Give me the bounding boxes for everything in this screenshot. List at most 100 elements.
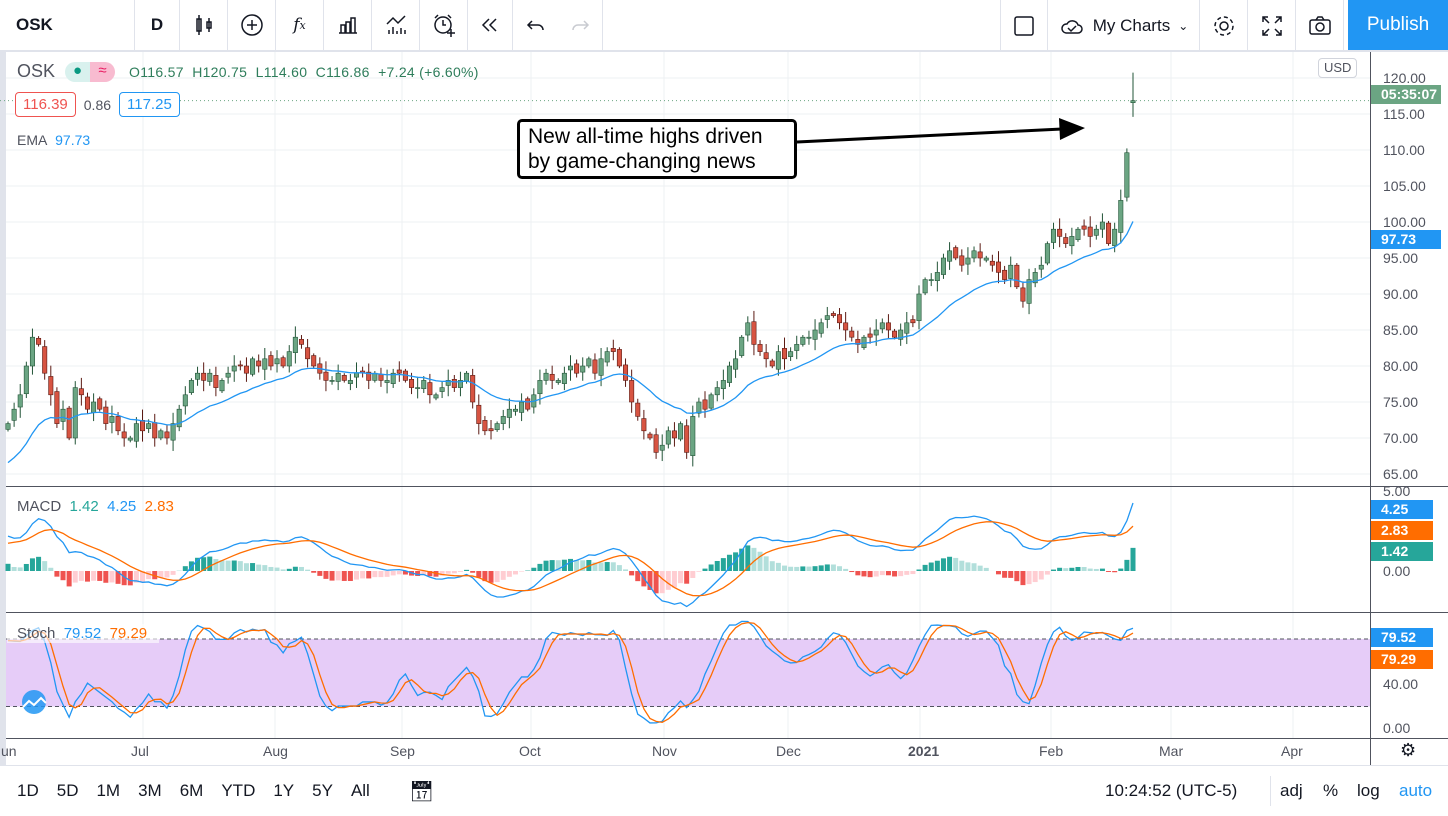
camera-snapshot-icon[interactable]: [1296, 0, 1344, 52]
range-all[interactable]: All: [350, 781, 370, 800]
macd-histogram-bar: [274, 567, 280, 571]
macd-histogram-bar: [494, 571, 500, 583]
macd-histogram-bar: [445, 571, 451, 574]
candle-body: [800, 336, 806, 345]
candle-body: [354, 372, 360, 378]
stoch-legend[interactable]: Stoch 79.52 79.29: [7, 624, 159, 643]
templates-bars-icon[interactable]: [324, 0, 372, 51]
macd-histogram-bar: [1002, 571, 1008, 578]
macd-histogram-bar: [482, 571, 488, 582]
redo-icon[interactable]: [558, 0, 603, 51]
candle-body: [904, 322, 910, 334]
axis-settings-gear-icon[interactable]: ⚙: [1400, 740, 1417, 760]
macd-histogram-bar: [329, 571, 335, 581]
adj-toggle[interactable]: adj: [1280, 781, 1303, 800]
macd-histogram-bar: [885, 571, 891, 576]
macd-histogram-bar: [103, 571, 109, 583]
candle-body: [604, 351, 610, 363]
candle-body: [934, 272, 940, 281]
stoch-k-tag: 79.52: [1371, 628, 1433, 647]
macd-histogram-bar: [861, 571, 867, 577]
candle-body: [127, 437, 133, 441]
candles-icon[interactable]: [180, 0, 228, 51]
fullscreen-icon[interactable]: [1248, 0, 1296, 52]
candle-body: [1044, 243, 1050, 264]
range-5d[interactable]: 5D: [56, 781, 79, 800]
my-charts-button[interactable]: My Charts ⌄: [1048, 0, 1200, 52]
percent-toggle[interactable]: %: [1323, 781, 1339, 800]
candle-body: [1099, 221, 1105, 230]
candle-body: [745, 322, 751, 336]
candle-body: [146, 423, 152, 429]
macd-histogram-bar: [898, 571, 904, 577]
candle-body: [390, 372, 396, 384]
layout-square-icon[interactable]: [1000, 0, 1048, 52]
range-1y[interactable]: 1Y: [273, 781, 295, 800]
symbol-search-button[interactable]: OSK: [0, 0, 135, 51]
range-5y[interactable]: 5Y: [312, 781, 333, 800]
time-tick: Aug: [263, 743, 288, 759]
candle-body: [256, 360, 262, 367]
buy-price-button[interactable]: 117.25: [119, 92, 180, 117]
macd-histogram-bar: [867, 571, 873, 578]
macd-legend[interactable]: MACD 1.42 4.25 2.83: [17, 498, 174, 515]
range-3m[interactable]: 3M: [138, 781, 162, 800]
compare-plus-icon[interactable]: [228, 0, 276, 51]
interval-button[interactable]: D: [135, 0, 180, 51]
candle-body: [91, 401, 97, 413]
range-1m[interactable]: 1M: [96, 781, 121, 800]
macd-histogram-bar: [1020, 571, 1026, 586]
macd-histogram-bar: [5, 563, 11, 571]
candle-body: [133, 423, 139, 442]
range-6m[interactable]: 6M: [179, 781, 204, 800]
macd-histogram-bar: [384, 571, 390, 577]
candle-body: [1014, 264, 1020, 288]
undo-icon[interactable]: [513, 0, 558, 51]
candle-body: [928, 279, 934, 281]
macd-histogram-bar: [910, 571, 916, 575]
macd-histogram-bar: [1106, 571, 1112, 572]
goto-date-calendar-icon[interactable]: 📅︎: [409, 780, 435, 803]
candle-body: [311, 355, 317, 367]
candle-body: [610, 348, 616, 352]
macd-histogram-bar: [549, 560, 555, 571]
candle-body: [824, 315, 830, 320]
annotation-callout[interactable]: New all-time highs driven by game-changin…: [517, 119, 797, 179]
candle-body: [983, 257, 989, 261]
auto-scale-toggle[interactable]: auto: [1399, 781, 1433, 800]
replay-rewind-icon[interactable]: [468, 0, 513, 51]
my-charts-label: My Charts: [1092, 16, 1171, 35]
alarm-clock-plus-icon[interactable]: [420, 0, 468, 51]
ema-legend[interactable]: EMA 97.73: [17, 132, 90, 148]
macd-histogram-bar: [824, 564, 830, 571]
time-tick: Oct: [519, 743, 541, 759]
macd-histogram-bar: [781, 565, 787, 571]
settings-gear-icon[interactable]: [1200, 0, 1248, 52]
candle-body: [182, 394, 188, 407]
macd-signal-value: 2.83: [144, 498, 174, 515]
candle-body: [580, 365, 586, 373]
timezone-clock[interactable]: 10:24:52 (UTC-5): [1105, 781, 1238, 800]
macd-histogram-bar: [892, 571, 898, 577]
range-1d[interactable]: 1D: [17, 781, 39, 800]
range-ytd[interactable]: YTD: [221, 781, 256, 800]
indicator-chart-icon[interactable]: [372, 0, 420, 51]
tradingview-logo-icon[interactable]: [17, 690, 51, 714]
candle-body: [665, 430, 671, 445]
ema-label: EMA: [17, 132, 48, 148]
macd-line-value: 4.25: [107, 498, 137, 515]
price-tick: 95.00: [1383, 250, 1419, 266]
candle-body: [109, 416, 115, 423]
candle-body: [250, 358, 256, 375]
market-status-badge[interactable]: ● ≈: [65, 61, 116, 82]
currency-button[interactable]: USD: [1318, 58, 1358, 78]
publish-button[interactable]: Publish: [1348, 0, 1448, 50]
macd-histogram-bar: [879, 571, 885, 576]
sell-price-button[interactable]: 116.39: [15, 92, 76, 117]
candle-body: [366, 371, 372, 381]
macd-histogram-bar: [1032, 571, 1038, 583]
log-toggle[interactable]: log: [1357, 781, 1380, 800]
candle-body: [806, 336, 812, 339]
